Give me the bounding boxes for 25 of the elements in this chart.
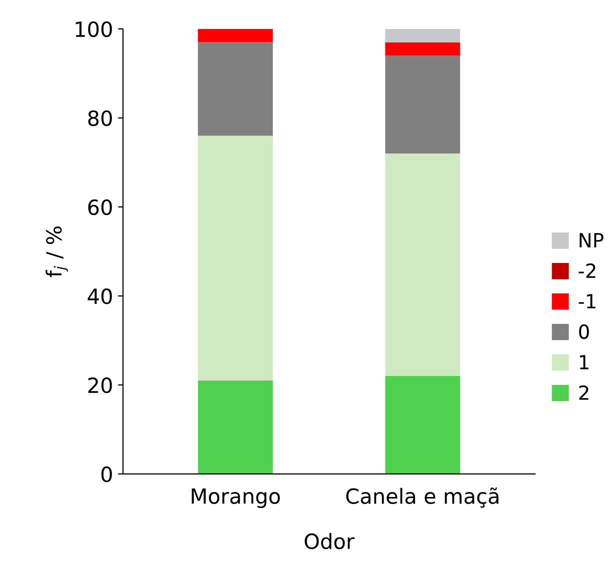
- y-tick-label: 80: [88, 110, 112, 126]
- x-tick-label: Canela e maçã: [346, 488, 498, 508]
- bar: [198, 28, 273, 42]
- y-tick-label: 100: [76, 21, 112, 38]
- bar: [385, 376, 460, 474]
- bar: [385, 154, 460, 376]
- legend-label: 1: [580, 355, 588, 370]
- legend-label: 2: [579, 385, 588, 400]
- y-tick-label: 0: [101, 466, 112, 482]
- y-tick-label: 20: [88, 377, 112, 394]
- legend-label: -1: [578, 294, 596, 308]
- y-tick-label: 40: [88, 288, 112, 304]
- legend-label: NP: [580, 233, 604, 248]
- bar: [198, 42, 273, 136]
- bar: [198, 380, 273, 474]
- legend-label: 0: [579, 324, 589, 340]
- bar: [385, 42, 460, 56]
- legend-label: -2: [578, 263, 596, 278]
- x-tick-label: Morango: [192, 488, 280, 508]
- y-tick-label: 60: [88, 199, 112, 216]
- bar: [385, 28, 460, 42]
- y-axis-title: f$_{j}$ / %: [46, 226, 68, 278]
- bar: [198, 136, 273, 380]
- x-axis-title: Odor: [304, 533, 354, 550]
- bar: [385, 56, 460, 154]
